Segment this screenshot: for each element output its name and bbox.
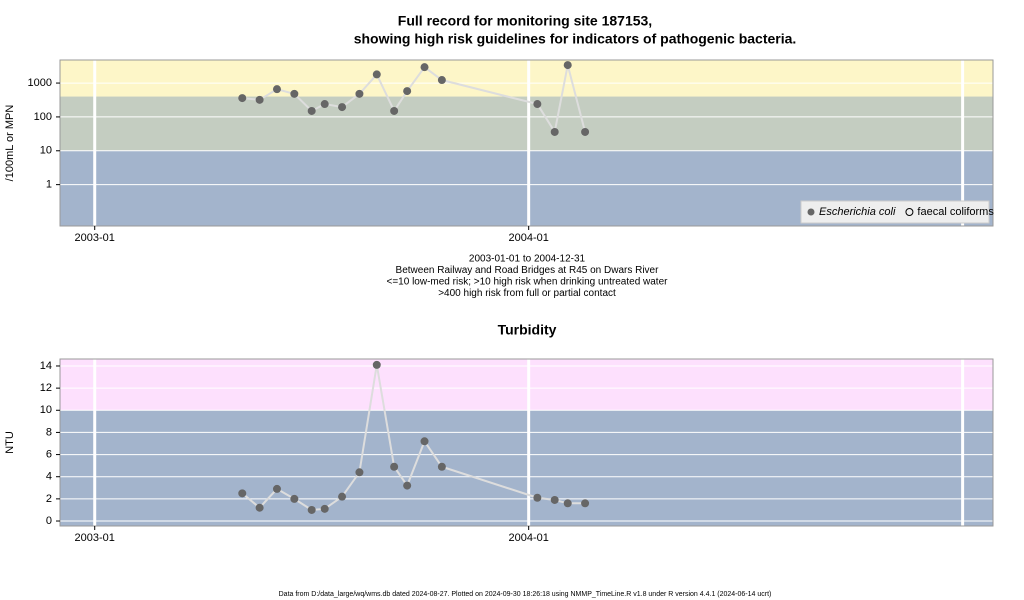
data-point (550, 127, 559, 136)
data-point (533, 493, 542, 502)
plot-frame (59, 59, 994, 227)
data-point (581, 499, 590, 508)
y-tick-label: 2 (46, 493, 52, 505)
plot-frame (59, 358, 994, 527)
y-tick-label: 6 (46, 448, 52, 460)
x-tick-label: 2004-01 (508, 232, 548, 244)
data-point (255, 503, 264, 512)
note: <=10 low-med risk; >10 high risk when dr… (387, 277, 669, 288)
data-point (372, 360, 381, 369)
chart-title: Full record for monitoring site 187153, (398, 13, 652, 29)
x-tick-label: 2003-01 (75, 532, 115, 544)
data-point (390, 106, 399, 115)
y-tick-label: 10 (40, 145, 52, 157)
y-tick-label: 1 (46, 179, 52, 191)
data-point (238, 94, 247, 103)
data-point (338, 103, 347, 112)
x-tick-label: 2003-01 (75, 232, 115, 244)
legend-box (800, 200, 990, 224)
data-point (403, 87, 412, 96)
risk-band (60, 96, 993, 151)
data-point (272, 85, 281, 94)
y-tick-label: 0 (46, 515, 52, 527)
data-point (307, 505, 316, 514)
risk-band (60, 359, 993, 411)
data-point (420, 63, 429, 72)
y-axis-label: /100mL or MPN (4, 105, 16, 182)
risk-band (60, 60, 993, 97)
note: 2003-01-01 to 2004-12-31 (469, 254, 586, 265)
data-point (338, 492, 347, 501)
legend-label: faecal coliforms (917, 206, 994, 218)
footer: Data from D:/data_large/wq/wms.db dated … (279, 591, 772, 598)
legend-marker (905, 208, 914, 216)
chart-title: showing high risk guidelines for indicat… (354, 31, 797, 47)
x-tick-label: 2004-01 (508, 532, 548, 544)
chart-title: Turbidity (498, 322, 557, 338)
y-axis-label: NTU (4, 431, 16, 454)
y-tick-label: 1000 (28, 77, 52, 89)
note: Between Railway and Road Bridges at R45 … (396, 265, 660, 276)
data-point (550, 495, 559, 504)
data-point (372, 70, 381, 79)
y-tick-label: 4 (46, 471, 52, 483)
data-point (581, 127, 590, 136)
y-tick-label: 8 (46, 426, 52, 438)
y-tick-label: 12 (40, 382, 52, 394)
data-point (437, 76, 446, 85)
data-point (255, 95, 264, 104)
y-tick-label: 10 (40, 404, 52, 416)
data-point (563, 499, 572, 508)
data-point (437, 462, 446, 471)
data-point (533, 100, 542, 109)
data-point (420, 437, 429, 446)
data-point (403, 481, 412, 490)
data-point (320, 504, 329, 513)
y-tick-label: 100 (34, 111, 52, 123)
data-point (290, 494, 299, 503)
y-tick-label: 14 (40, 360, 52, 372)
legend-label: Escherichia coli (819, 206, 896, 218)
legend-marker (807, 208, 815, 216)
data-point (272, 484, 281, 493)
data-point (320, 100, 329, 109)
data-point (355, 89, 364, 98)
data-point (355, 468, 364, 477)
data-point (307, 106, 316, 115)
data-point (290, 89, 299, 98)
note: >400 high risk from full or partial cont… (438, 288, 616, 299)
data-point (238, 489, 247, 498)
data-point (390, 462, 399, 471)
data-point (563, 61, 572, 70)
risk-band (60, 410, 993, 526)
